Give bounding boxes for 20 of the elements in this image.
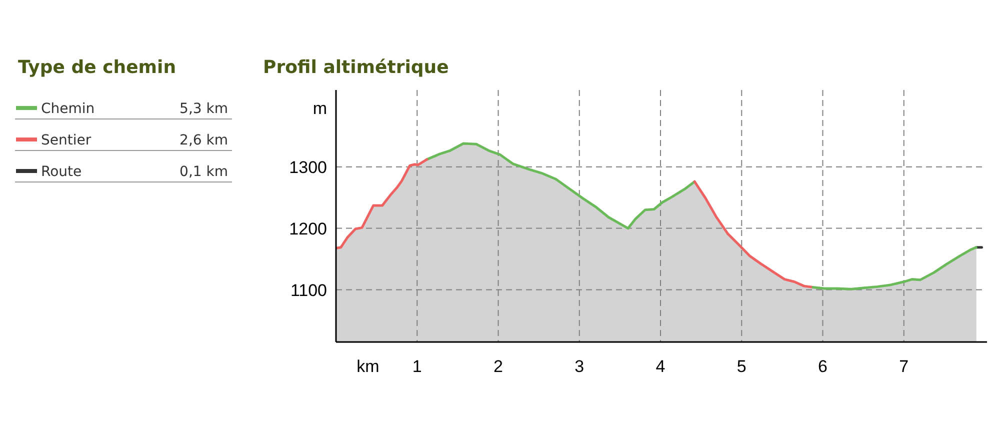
x-tick-label: 3 (574, 357, 584, 376)
x-tick-label: 7 (899, 357, 909, 376)
x-tick-label: 4 (656, 357, 666, 376)
legend-label: Chemin (41, 101, 95, 117)
x-tick-label: 1 (412, 357, 422, 376)
x-tick-label: 2 (494, 357, 503, 376)
legend-title: Type de chemin (18, 57, 176, 78)
y-tick-label: 1300 (289, 158, 327, 177)
y-tick-label: 1100 (290, 280, 327, 300)
y-tick-label: 1200 (289, 219, 327, 238)
x-tick-label: 6 (818, 357, 828, 376)
legend-label: Route (41, 164, 82, 180)
x-tick-label: 5 (736, 357, 746, 376)
x-axis-title: km (356, 357, 380, 376)
text: 2,6 km (180, 132, 228, 148)
text: 0,1 km (180, 164, 228, 180)
y-axis-title: m (312, 99, 327, 118)
text: 5,3 km (180, 101, 228, 117)
chart-title: Profil altimétrique (263, 57, 449, 78)
legend-label: Sentier (41, 132, 92, 148)
